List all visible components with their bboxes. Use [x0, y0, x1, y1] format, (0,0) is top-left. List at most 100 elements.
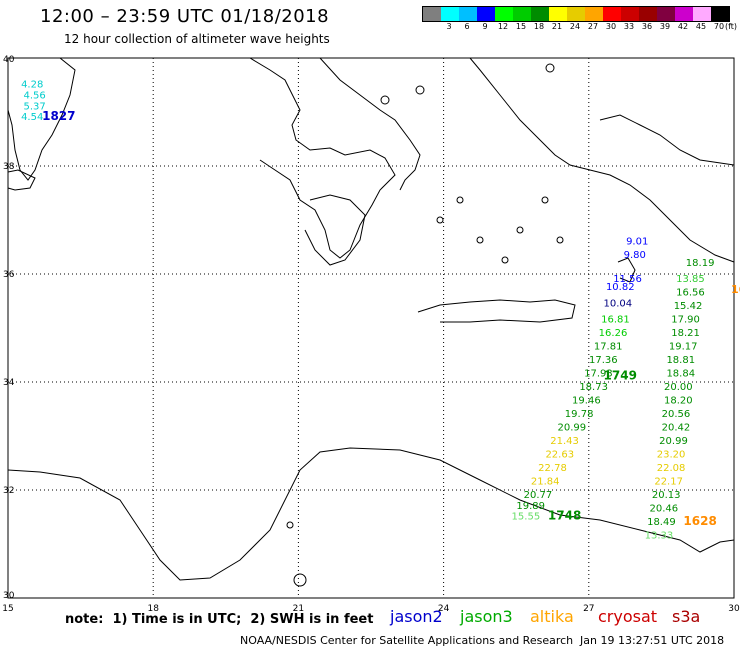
swh-value-label: 18.21 [671, 328, 700, 339]
legend-swatch [693, 7, 711, 21]
swh-value-label: 20.56 [662, 409, 691, 420]
legend-label: 36 [641, 22, 653, 31]
swh-value-label: 18.84 [666, 369, 695, 380]
legend-swatch [459, 7, 477, 21]
swh-value-label: 22.78 [538, 463, 567, 474]
legend-label: 12 [497, 22, 509, 31]
legend-label: 18 [533, 22, 545, 31]
swh-value-label: 9.01 [626, 236, 648, 247]
legend-unit: (ft) [724, 22, 738, 31]
coast-turkey [469, 57, 735, 263]
legend-label: 30 [605, 22, 617, 31]
swh-value-label: 11.56 [613, 274, 642, 285]
island-small [293, 573, 307, 587]
swh-value-label: 20.77 [524, 490, 553, 501]
swh-value-label: 16.81 [601, 315, 630, 326]
swh-value-label: 5.37 [23, 101, 45, 112]
legend-label: 42 [677, 22, 689, 31]
color-legend [422, 6, 730, 22]
swh-value-label: 16.56 [676, 288, 705, 299]
map-subtitle: 12 hour collection of altimeter wave hei… [64, 32, 330, 46]
legend-swatch [603, 7, 621, 21]
island-small [415, 85, 425, 95]
coast-crete [417, 299, 576, 323]
island-small [286, 521, 294, 529]
satellite-legend-item: s3a [672, 607, 701, 626]
legend-label: 27 [587, 22, 599, 31]
satellite-legend-item: cryosat [598, 607, 658, 626]
legend-label: 3 [446, 22, 452, 31]
footer-note: note: 1) Time is in UTC; 2) SWH is in fe… [65, 612, 374, 627]
legend-label: 15 [515, 22, 527, 31]
swh-value-label: 4.28 [21, 80, 43, 91]
legend-swatch [567, 7, 585, 21]
lat-tick-label: 40 [3, 55, 15, 65]
lon-tick-label: 21 [293, 604, 304, 614]
satellite-legend-item: jason2 [390, 607, 443, 626]
legend-label: 24 [569, 22, 581, 31]
swh-value-label: 15.55 [512, 512, 541, 523]
lat-tick-label: 32 [3, 486, 14, 496]
legend-swatch [621, 7, 639, 21]
lat-tick-label: 34 [3, 378, 15, 388]
island-small [436, 216, 444, 224]
legend-label: 6 [464, 22, 470, 31]
swh-value-label: 21.84 [531, 477, 560, 488]
lon-tick-label: 27 [583, 604, 594, 614]
satellite-legend-item: jason3 [460, 607, 513, 626]
map-frame [7, 57, 735, 599]
swh-value-label: 20.99 [558, 423, 587, 434]
satellite-legend-item: altika [530, 607, 574, 626]
legend-swatch [513, 7, 531, 21]
swh-value-label: 18.81 [666, 355, 695, 366]
swh-value-label: 17.93 [584, 369, 613, 380]
color-legend-labels: 3 6 9 12 15 18 21 24 27 30 33 36 39 42 45 70 (ft) [422, 22, 740, 34]
swh-value-label: 10.04 [604, 298, 633, 309]
legend-swatch [531, 7, 549, 21]
swh-value-label: 20.00 [664, 382, 693, 393]
legend-swatch [423, 7, 441, 21]
swh-value-label: 19.89 [516, 501, 545, 512]
timestamp: Jan 19 13:27:51 UTC 2018 [580, 634, 725, 647]
swh-value-label: 23.20 [657, 450, 686, 461]
swh-value-label: 17.90 [671, 315, 700, 326]
swh-value-label: 16.26 [599, 328, 628, 339]
legend-swatch [441, 7, 459, 21]
legend-label: 39 [659, 22, 671, 31]
island-small [380, 95, 390, 105]
island-small [545, 63, 555, 73]
coast-peloponnese [304, 194, 366, 266]
lon-tick-label: 18 [147, 604, 159, 614]
lon-tick-label: 24 [438, 604, 450, 614]
lon-tick-label: 30 [728, 604, 740, 614]
island-small [456, 196, 464, 204]
pass-time-label: 1628 [683, 514, 716, 528]
lat-tick-label: 38 [3, 162, 15, 172]
swh-value-label: 18.49 [647, 517, 676, 528]
swh-value-label: 19.46 [572, 396, 601, 407]
island-small [501, 256, 509, 264]
legend-swatch [639, 7, 657, 21]
swh-value-label: 4.54 [21, 112, 43, 123]
coast-rhodes [617, 257, 636, 283]
lat-tick-label: 30 [3, 591, 15, 601]
coast-sicily [7, 169, 36, 191]
island-small [516, 226, 524, 234]
swh-value-label: 20.42 [662, 423, 691, 434]
coast-north-africa [7, 447, 735, 581]
coast-greece-east [319, 57, 421, 191]
coastlines [7, 57, 735, 587]
swh-value-label: 22.08 [657, 463, 686, 474]
pass-time-label: 1827 [42, 109, 75, 123]
swh-value-label: 20.46 [649, 504, 678, 515]
swh-value-label: 19.17 [669, 342, 698, 353]
swh-value-label: 4.56 [23, 91, 45, 102]
pass-time-label: 1749 [604, 368, 637, 382]
legend-swatch [657, 7, 675, 21]
coast-italy [7, 57, 76, 181]
legend-swatch [585, 7, 603, 21]
legend-swatch [549, 7, 567, 21]
swh-value-label: 20.13 [652, 490, 681, 501]
swh-value-label: 13.33 [645, 531, 674, 542]
